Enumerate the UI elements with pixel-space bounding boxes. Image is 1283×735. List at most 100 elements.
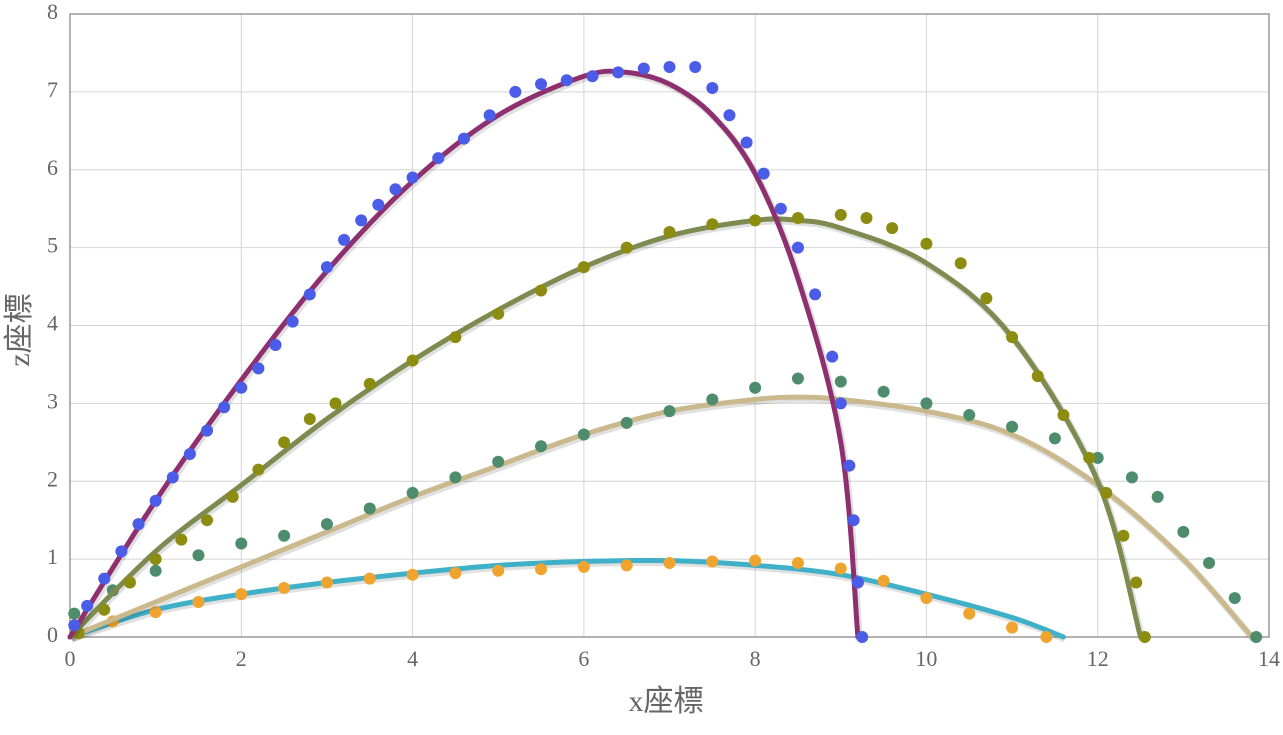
- data-point: [1250, 631, 1263, 643]
- data-point: [954, 257, 967, 270]
- data-point: [1100, 486, 1113, 499]
- data-point: [851, 576, 864, 589]
- data-point: [98, 572, 111, 585]
- data-point: [535, 563, 548, 576]
- data-point: [663, 226, 676, 239]
- data-point: [303, 412, 316, 425]
- data-point: [834, 397, 847, 410]
- data-point: [123, 576, 136, 589]
- x-tick-label: 12: [1087, 646, 1109, 671]
- data-point: [218, 401, 231, 414]
- data-point: [483, 109, 496, 122]
- data-point: [1057, 409, 1070, 422]
- data-point: [68, 619, 81, 632]
- data-point: [847, 514, 860, 527]
- data-point: [749, 554, 762, 567]
- y-tick-label: 6: [47, 155, 58, 180]
- data-point: [1177, 525, 1190, 538]
- data-point: [577, 428, 590, 441]
- data-point: [201, 424, 214, 437]
- data-point: [81, 599, 94, 612]
- data-point: [663, 405, 676, 418]
- data-point: [577, 261, 590, 274]
- data-point: [320, 261, 333, 274]
- data-point: [278, 529, 291, 542]
- data-point: [278, 581, 291, 594]
- data-point: [637, 62, 650, 75]
- data-point: [432, 152, 445, 165]
- y-axis-title: z座標: [3, 293, 36, 366]
- data-point: [406, 486, 419, 499]
- data-point: [706, 81, 719, 94]
- data-point: [920, 592, 933, 605]
- data-point: [406, 354, 419, 367]
- data-point: [612, 66, 625, 79]
- data-point: [774, 202, 787, 215]
- data-point: [175, 533, 188, 546]
- data-point: [620, 241, 633, 254]
- data-point: [149, 606, 162, 619]
- data-point: [226, 490, 239, 503]
- data-point: [577, 560, 590, 573]
- y-tick-label: 4: [47, 311, 58, 336]
- data-point: [320, 518, 333, 531]
- plot-frame: [69, 13, 1270, 638]
- data-point: [689, 60, 702, 73]
- data-point: [834, 375, 847, 388]
- data-point: [235, 537, 248, 550]
- data-point: [1006, 621, 1019, 634]
- data-point: [329, 397, 342, 410]
- data-point: [826, 350, 839, 363]
- data-point: [449, 567, 462, 580]
- data-point: [192, 549, 205, 562]
- data-point: [1006, 331, 1019, 344]
- data-point: [1048, 432, 1061, 445]
- data-point: [363, 502, 376, 515]
- data-point: [166, 471, 179, 484]
- data-point: [740, 136, 753, 149]
- data-point: [235, 588, 248, 601]
- series-shadow: [68, 69, 863, 641]
- data-point: [320, 576, 333, 589]
- data-point: [1040, 631, 1053, 643]
- data-point: [1228, 592, 1241, 605]
- data-point: [389, 183, 402, 196]
- data-point: [149, 494, 162, 507]
- data-point: [723, 109, 736, 122]
- data-point: [877, 385, 890, 398]
- x-tick-label: 8: [750, 646, 761, 671]
- y-tick-label: 1: [47, 544, 58, 569]
- data-point: [1151, 490, 1164, 503]
- data-point: [449, 471, 462, 484]
- data-point: [1130, 576, 1143, 589]
- data-point: [303, 288, 316, 301]
- data-point: [860, 212, 873, 225]
- data-point: [560, 74, 573, 87]
- y-tick-label: 7: [47, 77, 58, 102]
- data-point: [363, 377, 376, 390]
- data-point: [115, 545, 128, 558]
- data-point: [338, 233, 351, 246]
- data-point: [457, 132, 470, 145]
- data-point: [252, 362, 265, 375]
- data-point: [834, 562, 847, 575]
- data-point: [1117, 529, 1130, 542]
- data-point: [132, 518, 145, 531]
- data-point: [791, 241, 804, 254]
- data-point: [877, 574, 890, 587]
- data-point: [809, 288, 822, 301]
- data-point: [449, 331, 462, 344]
- data-point: [149, 553, 162, 566]
- x-tick-label: 10: [915, 646, 937, 671]
- data-point: [920, 237, 933, 250]
- data-point: [1138, 631, 1151, 643]
- data-point: [663, 60, 676, 73]
- x-tick-label: 4: [407, 646, 418, 671]
- x-axis-title: x座標: [629, 685, 704, 718]
- data-point: [843, 459, 856, 472]
- data-point: [535, 440, 548, 453]
- data-point: [98, 603, 111, 616]
- data-point: [535, 284, 548, 297]
- series-line: [67, 394, 1255, 640]
